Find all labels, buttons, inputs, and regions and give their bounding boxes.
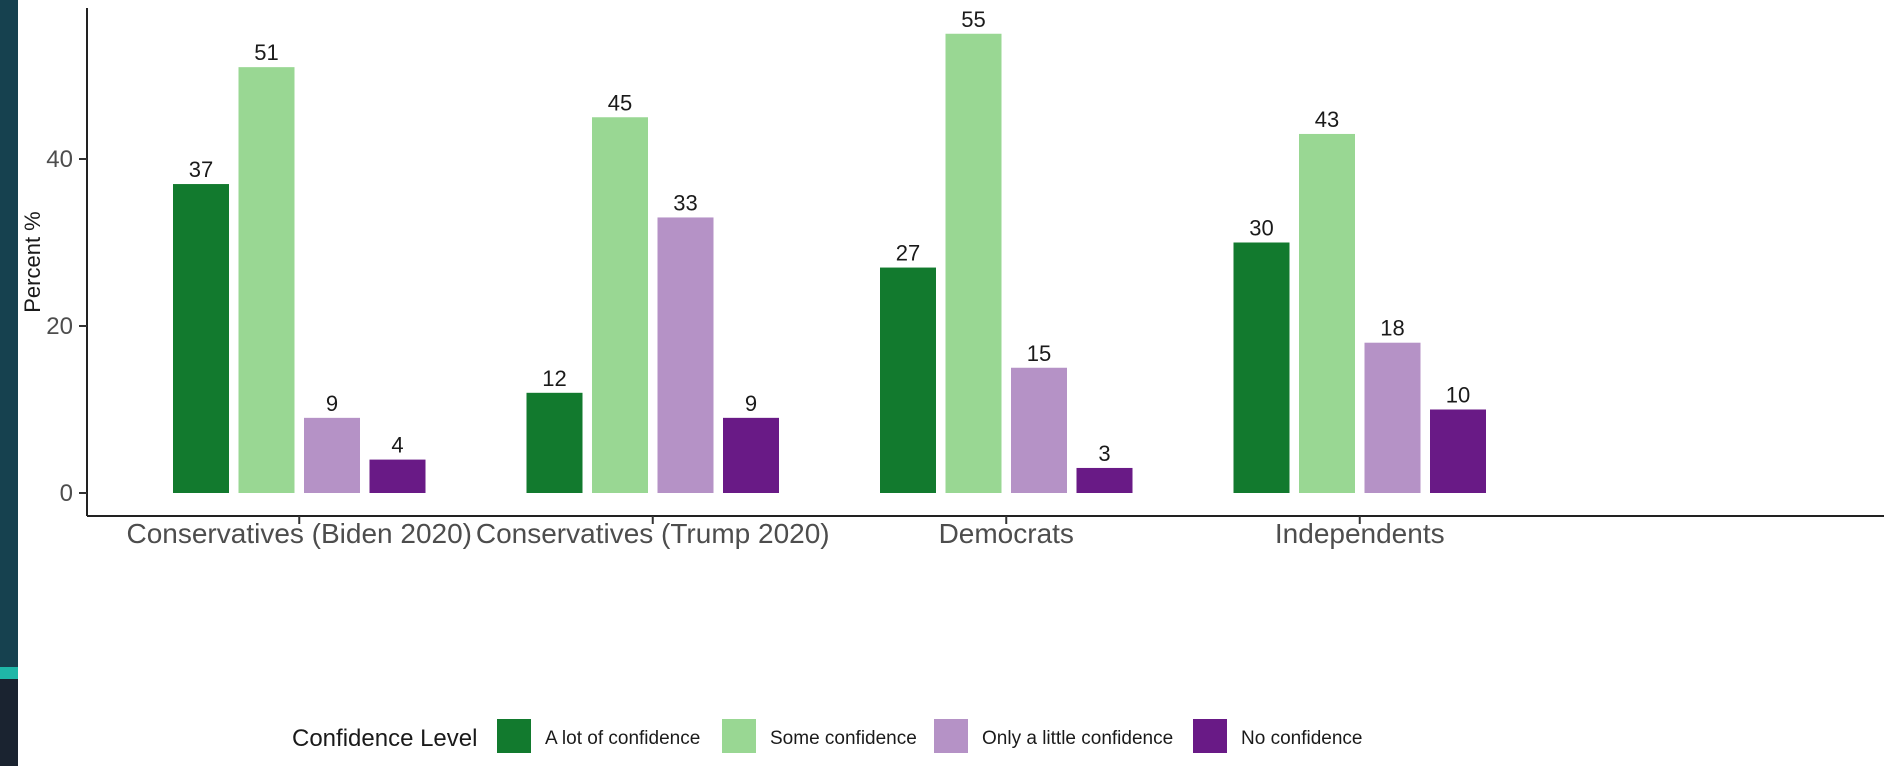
data-label: 55 [961, 7, 985, 32]
data-label: 33 [673, 190, 697, 215]
y-axis-title: Percent % [20, 211, 45, 313]
bar-no-confidence [1430, 410, 1486, 494]
data-label: 3 [1098, 441, 1110, 466]
bar-only-a-little-confidence [304, 418, 360, 493]
x-tick-label: Independents [1275, 518, 1445, 549]
legend-key-only-a-little-confidence [934, 719, 968, 753]
y-tick-label: 40 [46, 146, 73, 173]
x-tick-label: Conservatives (Trump 2020) [476, 518, 830, 549]
legend-title: Confidence Level [292, 725, 477, 752]
chart-bars [173, 34, 1486, 493]
data-label: 9 [326, 391, 338, 416]
bar-only-a-little-confidence [1011, 368, 1067, 493]
y-tick-label: 0 [60, 480, 73, 507]
data-label: 37 [189, 157, 213, 182]
x-tick-label: Democrats [939, 518, 1074, 549]
legend-label: No confidence [1241, 728, 1362, 749]
bar-no-confidence [370, 460, 426, 493]
bar-some-confidence [1299, 134, 1355, 493]
data-label: 12 [542, 366, 566, 391]
legend-label: Some confidence [770, 728, 917, 749]
data-label: 18 [1380, 316, 1404, 341]
chart-legend: Confidence Level A lot of confidence Some … [292, 719, 1362, 753]
legend-label: A lot of confidence [545, 728, 700, 749]
bar-no-confidence [1077, 468, 1133, 493]
bar-some-confidence [239, 67, 295, 493]
legend-key-no-confidence [1193, 719, 1227, 753]
legend-label: Only a little confidence [982, 728, 1173, 749]
x-tick-label: Conservatives (Biden 2020) [126, 518, 472, 549]
bar-only-a-little-confidence [1365, 343, 1421, 493]
bar-a-lot-of-confidence [527, 393, 583, 493]
bar-a-lot-of-confidence [1234, 243, 1290, 494]
data-label: 4 [391, 433, 403, 458]
data-label: 9 [745, 391, 757, 416]
data-label: 30 [1249, 216, 1273, 241]
bar-only-a-little-confidence [658, 217, 714, 493]
bar-no-confidence [723, 418, 779, 493]
bar-a-lot-of-confidence [880, 268, 936, 493]
legend-key-a-lot-of-confidence [497, 719, 531, 753]
legend-key-some-confidence [722, 719, 756, 753]
data-label: 27 [896, 241, 920, 266]
data-label: 45 [608, 90, 632, 115]
y-tick-label: 20 [46, 313, 73, 340]
data-label: 15 [1027, 341, 1051, 366]
bar-some-confidence [592, 117, 648, 493]
data-label: 10 [1446, 383, 1470, 408]
bar-a-lot-of-confidence [173, 184, 229, 493]
data-label: 43 [1315, 107, 1339, 132]
bar-some-confidence [946, 34, 1002, 493]
data-label: 51 [254, 40, 278, 65]
